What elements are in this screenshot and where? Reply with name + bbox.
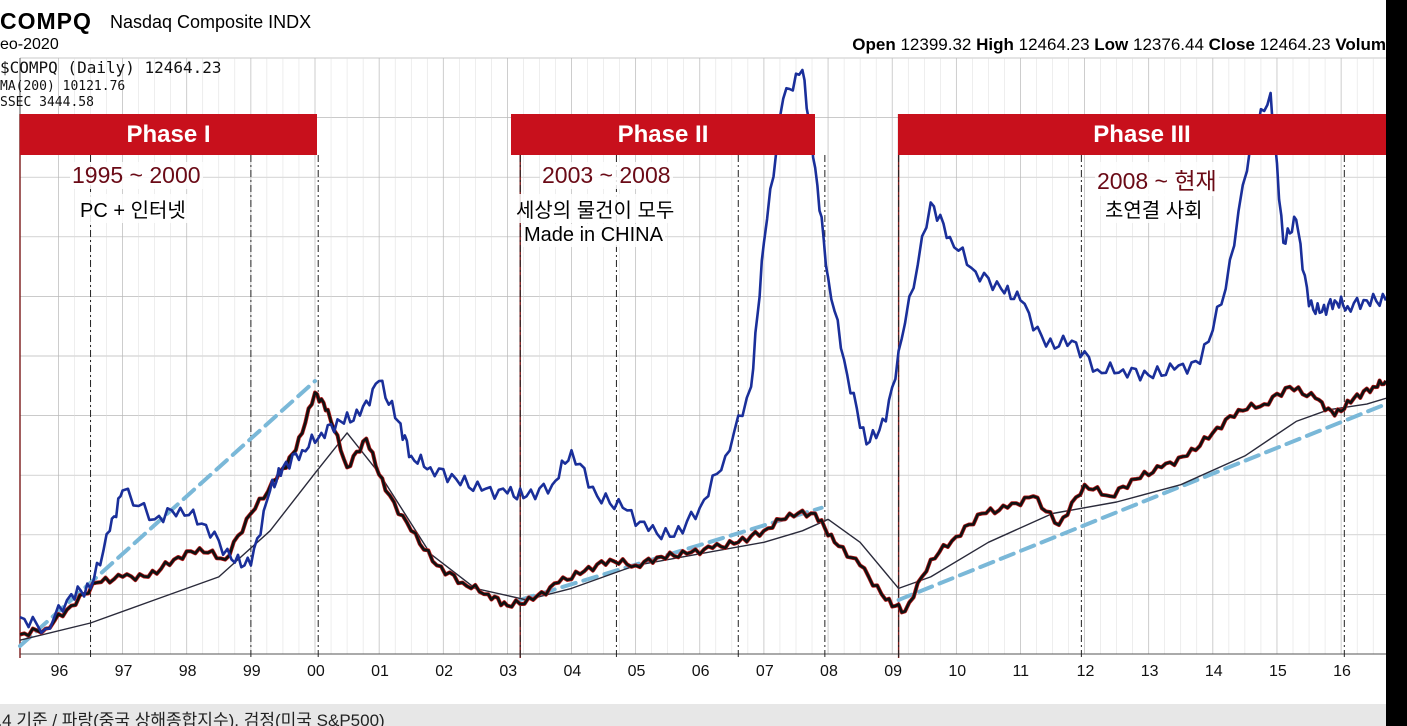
phase-3-banner: Phase III [898, 114, 1386, 155]
x-tick-label: 08 [820, 663, 838, 680]
x-tick-label: 11 [1012, 663, 1029, 680]
phase-2-description: 세상의 물건이 모두 [514, 194, 677, 223]
x-tick-label: 05 [628, 663, 646, 680]
trend-line [896, 402, 1386, 602]
x-tick-label: 14 [1205, 663, 1223, 680]
phase-1-description: PC + 인터넷 [78, 194, 188, 223]
symbol-description: Nasdaq Composite INDX [110, 12, 312, 32]
phase-3-description: 초연결 사회 [1103, 194, 1205, 223]
x-tick-label: 10 [948, 663, 966, 680]
caption-text: 2.4 기준 / 파랑(중국 상해종합지수), 검정(미국 S&P500) [0, 711, 385, 726]
x-tick-label: 07 [756, 663, 774, 680]
x-tick-label: 01 [371, 663, 389, 680]
low-value: 12376.44 [1133, 35, 1204, 54]
close-label: Close [1208, 35, 1255, 54]
x-tick-label: 04 [564, 663, 582, 680]
phase-1-banner: Phase I [20, 114, 317, 155]
sp500-line-shadow [19, 378, 1386, 638]
phase-3-dates: 2008 ~ 현재 [1095, 162, 1219, 196]
sp500-line [19, 379, 1386, 637]
x-tick-label: 97 [115, 663, 133, 680]
high-value: 12464.23 [1018, 35, 1090, 54]
x-tick-label: 15 [1269, 663, 1287, 680]
x-tick-label: 99 [243, 663, 261, 680]
x-tick-label: 03 [499, 663, 517, 680]
legend-ma200: MA(200) 10121.76 [0, 79, 126, 94]
x-tick-label: 98 [179, 663, 197, 680]
x-tick-label: 09 [884, 663, 902, 680]
legend-ssec: SSEC 3444.58 [0, 95, 94, 110]
open-label: Open [852, 35, 896, 54]
x-tick-label: 06 [692, 663, 710, 680]
x-tick-label: 00 [307, 663, 325, 680]
ma200-line [19, 397, 1386, 641]
phase-2-description-2: Made in CHINA [522, 224, 665, 247]
ssec-line [19, 68, 1386, 635]
phase-2-dates: 2003 ~ 2008 [540, 162, 673, 189]
date-range: eo-2020 [0, 36, 59, 53]
phase-2-banner: Phase II [511, 114, 815, 155]
x-tick-label: 96 [50, 663, 68, 680]
close-value: 12464.23 [1259, 35, 1331, 54]
ohlc-readout: Open 12399.32 High 12464.23 Low 12376.44… [852, 35, 1386, 55]
volume-label: Volum [1335, 35, 1386, 54]
symbol-label: COMPQ [0, 8, 92, 34]
x-tick-label: 16 [1333, 663, 1351, 680]
legend-compq: $COMPQ (Daily) 12464.23 [0, 58, 222, 77]
open-value: 12399.32 [900, 35, 972, 54]
x-tick-label: 13 [1141, 663, 1159, 680]
right-edge-bar [1386, 0, 1407, 726]
trend-line [18, 379, 318, 648]
high-label: High [976, 35, 1014, 54]
x-tick-label: 02 [435, 663, 453, 680]
x-tick-label: 12 [1077, 663, 1095, 680]
caption-bar: 2.4 기준 / 파랑(중국 상해종합지수), 검정(미국 S&P500) [0, 704, 1386, 726]
phase-1-dates: 1995 ~ 2000 [70, 162, 203, 189]
low-label: Low [1094, 35, 1129, 54]
